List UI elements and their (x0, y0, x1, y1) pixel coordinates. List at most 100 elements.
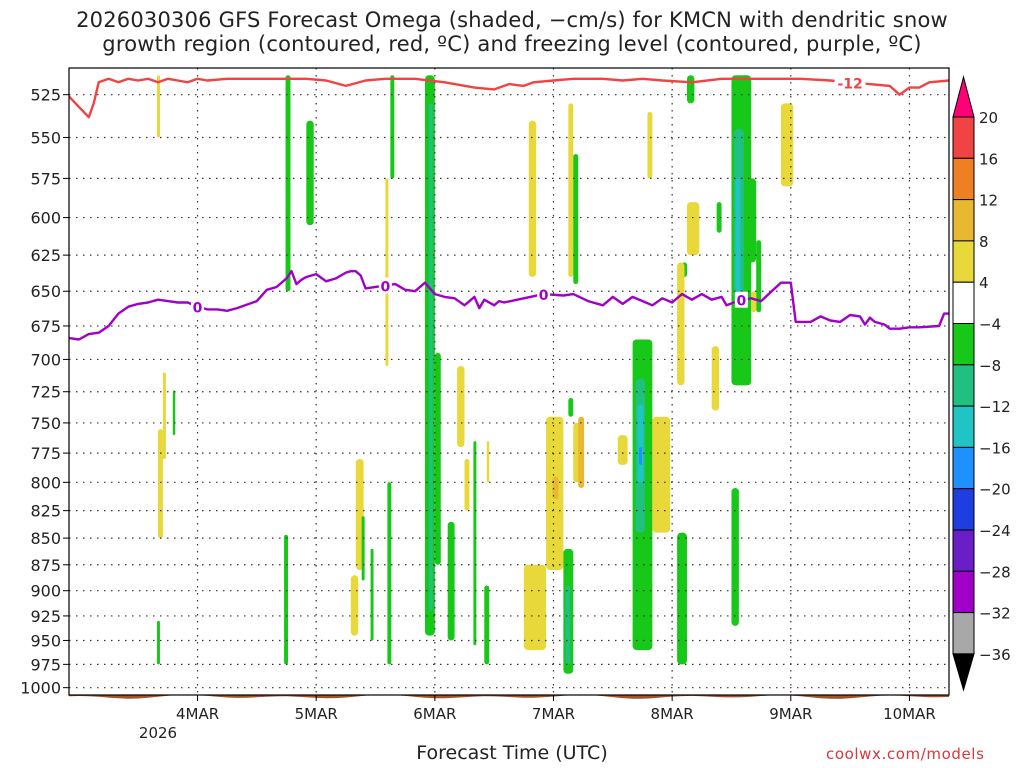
omega-region (677, 532, 687, 665)
colorbar-segment (952, 364, 975, 407)
omega-region (464, 459, 470, 511)
omega-region (528, 120, 537, 277)
y-tick-label: 825 (30, 502, 61, 521)
omega-region (390, 75, 395, 179)
omega-region (172, 390, 176, 436)
omega-region (350, 575, 359, 636)
contour-line (69, 77, 949, 119)
x-axis: 4MAR 5MAR 6MAR 7MAR 8MAR 9MAR 10MAR (176, 695, 936, 723)
y-tick-label: 1000 (20, 679, 61, 698)
omega-region (731, 488, 739, 626)
x-tick-label: 6MAR (413, 705, 456, 723)
colorbar-segment (952, 323, 975, 366)
y-tick-label: 875 (30, 556, 61, 575)
y-tick-label: 575 (30, 169, 61, 188)
omega-region (637, 404, 644, 483)
contour-label-bg (834, 74, 866, 91)
plot-frame (68, 67, 950, 696)
y-tick-label: 950 (30, 631, 61, 650)
colorbar-label: −24 (979, 522, 1011, 540)
y-tick-label: 925 (30, 607, 61, 626)
y-axis: 525 550 575 600 625 650 675 700 725 750 775 800 825 8… (20, 86, 69, 698)
y-tick-label: 625 (30, 246, 61, 265)
colorbar-label: 8 (979, 233, 989, 251)
colorbar-segment (952, 116, 975, 159)
contour-label: 0 (736, 294, 746, 310)
colorbar-segment (952, 570, 975, 614)
contour-label: -12 (837, 76, 862, 92)
omega-region (578, 416, 585, 489)
y-tick-label: 975 (30, 655, 61, 674)
colorbar-label: −12 (979, 398, 1011, 416)
omega-region (565, 585, 571, 665)
omega-region (447, 521, 455, 641)
x-tick-label: 7MAR (532, 705, 575, 723)
contour-label: 0 (193, 301, 203, 317)
y-tick-label: 850 (30, 529, 61, 548)
omega-region (306, 120, 314, 226)
omega-region (385, 178, 389, 366)
colorbar-label: −8 (979, 357, 1001, 375)
omega-region (473, 441, 477, 646)
omega-region (387, 482, 392, 665)
omega-region (370, 548, 374, 641)
x-axis-title: Forecast Time (UTC) (416, 742, 608, 764)
ground-surface (69, 694, 949, 699)
colorbar-segment (952, 157, 975, 201)
omega-shading (157, 75, 794, 674)
y-tick-label: 650 (30, 282, 61, 301)
x-tick-label: 10MAR (883, 705, 936, 723)
omega-region (780, 103, 794, 187)
omega-region (428, 103, 433, 611)
omega-region (285, 75, 291, 292)
y-tick-label: 800 (30, 473, 61, 492)
contour-label-bg (191, 298, 205, 315)
x-tick-label: 8MAR (651, 705, 694, 723)
omega-region (735, 178, 741, 292)
omega-region (617, 435, 628, 465)
colorbar-label: 20 (979, 109, 998, 127)
contour-label-bg (537, 286, 551, 303)
omega-region (639, 447, 642, 465)
colorbar-segment (952, 199, 975, 242)
omega-region (157, 75, 160, 138)
chart-title-line-2: growth region (contoured, red, ºC) and f… (102, 32, 922, 56)
omega-region (751, 291, 757, 313)
y-tick-label: 700 (30, 350, 61, 369)
contour-line (69, 270, 949, 341)
omega-region (716, 202, 722, 233)
colorbar-bottom-arrow (952, 653, 975, 692)
contour-label-bg (734, 291, 748, 308)
colorbar-label: 12 (979, 192, 998, 210)
omega-region (568, 398, 574, 417)
omega-region (361, 516, 365, 581)
x-tick-label: 4MAR (176, 705, 219, 723)
colorbar-label: 16 (979, 150, 998, 168)
omega-region (568, 103, 574, 277)
omega-region (652, 416, 671, 533)
omega-region (434, 352, 441, 565)
colorbar-label: 4 (979, 274, 989, 292)
y-tick-label: 775 (30, 444, 61, 463)
y-tick-label: 525 (30, 86, 61, 105)
y-tick-label: 750 (30, 414, 61, 433)
omega-region (457, 365, 465, 448)
omega-region (647, 112, 653, 179)
colorbar: 20 16 12 8 4 −4 −8 −12 −16 −20 −24 −28 −32 −36 (952, 75, 1011, 692)
omega-region (686, 75, 695, 104)
colorbar-label: −4 (979, 316, 1001, 334)
omega-region (711, 346, 720, 411)
contour-label-bg (378, 277, 392, 294)
chart-title-line-1: 2026030306 GFS Forecast Omega (shaded, −… (76, 8, 948, 32)
contour-lines: -12 0 0 0 0 (69, 74, 949, 341)
omega-region (756, 240, 762, 313)
omega-region (157, 620, 160, 665)
x-tick-label: 9MAR (769, 705, 812, 723)
omega-region (484, 585, 490, 665)
omega-region (162, 372, 166, 460)
colorbar-label: −28 (979, 563, 1011, 581)
colorbar-label: −16 (979, 439, 1011, 457)
colorbar-top-arrow (952, 75, 975, 118)
omega-region (157, 429, 163, 539)
